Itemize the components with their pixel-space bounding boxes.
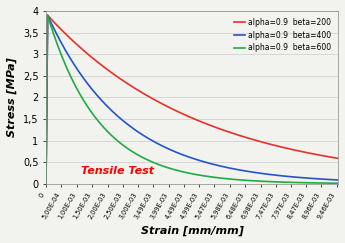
- Text: Tensile Test: Tensile Test: [81, 166, 155, 176]
- alpha=0.9  beta=400: [46, 14, 50, 17]
- alpha=0.9  beta=400: [77, 71, 81, 74]
- alpha=0.9  beta=600: [44, 182, 48, 185]
- alpha=0.9  beta=400: [156, 142, 160, 145]
- Legend: alpha=0.9  beta=200, alpha=0.9  beta=400, alpha=0.9  beta=600: alpha=0.9 beta=200, alpha=0.9 beta=400, …: [230, 15, 334, 55]
- alpha=0.9  beta=400: [44, 182, 48, 185]
- Line: alpha=0.9  beta=600: alpha=0.9 beta=600: [46, 15, 338, 184]
- Line: alpha=0.9  beta=400: alpha=0.9 beta=400: [46, 15, 338, 184]
- alpha=0.9  beta=400: [299, 176, 303, 179]
- alpha=0.9  beta=200: [299, 150, 303, 153]
- alpha=0.9  beta=400: [169, 148, 173, 151]
- X-axis label: Strain [mm/mm]: Strain [mm/mm]: [141, 226, 244, 236]
- alpha=0.9  beta=200: [95, 60, 99, 63]
- Y-axis label: Stress [MPa]: Stress [MPa]: [7, 58, 17, 137]
- alpha=0.9  beta=600: [336, 182, 340, 185]
- alpha=0.9  beta=200: [156, 100, 160, 103]
- alpha=0.9  beta=200: [44, 182, 48, 185]
- alpha=0.9  beta=200: [77, 45, 81, 48]
- alpha=0.9  beta=600: [169, 167, 173, 170]
- Line: alpha=0.9  beta=200: alpha=0.9 beta=200: [46, 15, 338, 184]
- alpha=0.9  beta=600: [156, 163, 160, 166]
- alpha=0.9  beta=600: [46, 14, 50, 17]
- alpha=0.9  beta=200: [336, 157, 340, 160]
- alpha=0.9  beta=200: [169, 107, 173, 110]
- alpha=0.9  beta=600: [77, 92, 81, 95]
- alpha=0.9  beta=200: [331, 156, 335, 159]
- alpha=0.9  beta=600: [299, 181, 303, 184]
- alpha=0.9  beta=400: [336, 179, 340, 182]
- alpha=0.9  beta=400: [331, 178, 335, 181]
- alpha=0.9  beta=200: [46, 14, 50, 17]
- alpha=0.9  beta=400: [95, 94, 99, 96]
- alpha=0.9  beta=600: [95, 118, 99, 121]
- alpha=0.9  beta=600: [331, 182, 335, 185]
